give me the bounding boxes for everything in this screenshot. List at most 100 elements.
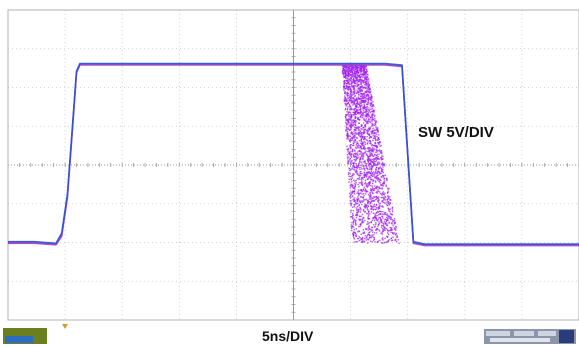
jitter-dot <box>349 118 351 121</box>
jitter-dot <box>365 83 367 85</box>
jitter-dot <box>389 213 392 215</box>
jitter-dot <box>376 170 379 173</box>
jitter-dot <box>357 178 360 180</box>
jitter-dot <box>364 151 366 153</box>
jitter-dot <box>362 189 364 191</box>
jitter-dot <box>344 82 346 84</box>
jitter-dot <box>367 185 370 187</box>
jitter-dot <box>363 166 365 168</box>
jitter-dot <box>349 135 351 137</box>
jitter-dot <box>378 191 381 193</box>
jitter-dot <box>381 170 383 172</box>
jitter-dot <box>392 233 394 235</box>
jitter-dot <box>346 111 348 113</box>
jitter-dot <box>370 173 372 175</box>
jitter-dot <box>364 206 366 208</box>
jitter-dot <box>353 236 355 239</box>
jitter-dot <box>362 80 364 82</box>
falling-edge-jitter-band <box>341 64 400 244</box>
jitter-dot <box>367 233 369 236</box>
jitter-dot <box>357 66 360 68</box>
jitter-dot <box>367 82 370 85</box>
jitter-dot <box>366 171 368 174</box>
jitter-dot <box>352 206 354 208</box>
jitter-dot <box>360 166 362 169</box>
jitter-dot <box>396 236 398 238</box>
jitter-dot <box>370 99 373 101</box>
jitter-dot <box>352 216 354 219</box>
jitter-dot <box>362 176 365 178</box>
jitter-dot <box>367 120 370 123</box>
jitter-dot <box>367 162 370 164</box>
jitter-dot <box>372 180 374 183</box>
jitter-dot <box>368 157 370 159</box>
jitter-dot <box>367 158 369 160</box>
jitter-dot <box>360 178 362 181</box>
jitter-dot <box>344 69 346 71</box>
jitter-dot <box>353 218 356 220</box>
jitter-dot <box>372 151 375 153</box>
jitter-dot <box>355 147 357 149</box>
jitter-dot <box>348 175 350 177</box>
jitter-dot <box>374 136 376 138</box>
jitter-dot <box>367 178 370 180</box>
jitter-dot <box>371 231 374 233</box>
jitter-dot <box>349 104 351 107</box>
jitter-dot <box>348 156 350 158</box>
jitter-dot <box>358 178 361 180</box>
jitter-dot <box>359 112 361 114</box>
jitter-dot <box>361 200 363 202</box>
jitter-dot <box>358 239 360 242</box>
jitter-dot <box>357 164 360 167</box>
jitter-dot <box>366 166 368 168</box>
jitter-dot <box>364 82 367 84</box>
jitter-dot <box>354 113 356 115</box>
jitter-dot <box>371 174 373 177</box>
jitter-dot <box>381 200 384 202</box>
jitter-dot <box>374 232 376 234</box>
jitter-dot <box>344 76 346 79</box>
jitter-dot <box>372 113 374 115</box>
jitter-dot <box>345 77 347 79</box>
jitter-dot <box>362 137 364 139</box>
jitter-dot <box>367 146 370 149</box>
jitter-dot <box>350 202 353 205</box>
jitter-dot <box>363 105 366 107</box>
jitter-dot <box>394 239 397 241</box>
jitter-dot <box>359 71 362 73</box>
jitter-dot <box>347 88 349 91</box>
jitter-dot <box>359 206 361 209</box>
jitter-dot <box>349 116 351 118</box>
jitter-dot <box>362 92 365 95</box>
jitter-dot <box>354 68 357 71</box>
jitter-dot <box>377 225 379 228</box>
jitter-dot <box>372 114 374 116</box>
jitter-dot <box>367 85 369 87</box>
jitter-dot <box>373 129 375 131</box>
jitter-dot <box>367 100 369 102</box>
jitter-dot <box>349 111 351 113</box>
jitter-dot <box>383 223 385 225</box>
jitter-dot <box>362 229 365 231</box>
jitter-dot <box>372 192 374 194</box>
jitter-dot <box>364 175 366 178</box>
jitter-dot <box>354 169 356 171</box>
jitter-dot <box>372 103 374 106</box>
jitter-dot <box>343 89 345 91</box>
jitter-dot <box>356 213 359 215</box>
jitter-dot <box>358 150 360 152</box>
jitter-dot <box>373 159 375 162</box>
jitter-dot <box>342 65 345 67</box>
jitter-dot <box>373 164 376 166</box>
jitter-dot <box>370 205 372 207</box>
jitter-dot <box>364 129 366 131</box>
jitter-dot <box>359 81 362 83</box>
jitter-dot <box>362 113 364 115</box>
jitter-dot <box>372 133 374 135</box>
jitter-dot <box>382 229 385 231</box>
jitter-dot <box>365 198 367 200</box>
jitter-dot <box>346 87 348 89</box>
jitter-dot <box>356 100 359 102</box>
jitter-dot <box>359 105 361 107</box>
jitter-dot <box>382 217 384 219</box>
